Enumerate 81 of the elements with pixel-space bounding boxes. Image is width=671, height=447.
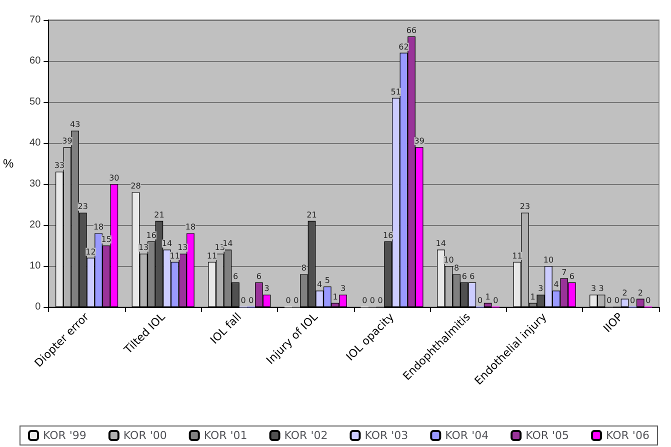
data-label: 21 [154, 210, 164, 220]
data-label: 0 [240, 296, 246, 305]
data-label: 6 [569, 272, 574, 281]
data-label: 13 [138, 243, 149, 252]
y-tick-label: 40 [30, 138, 42, 148]
data-label: 23 [520, 202, 530, 212]
data-label: 0 [294, 296, 299, 305]
data-label: 10 [543, 256, 554, 264]
data-label: 3 [538, 284, 544, 294]
y-tick-label: 30 [30, 178, 42, 190]
data-label: 51 [390, 87, 401, 96]
x-tick-label: IOL fall [208, 310, 244, 347]
data-label: 11 [170, 251, 180, 260]
data-label: 2 [638, 288, 643, 298]
legend-label: KOR '05 [526, 429, 570, 442]
data-label: 62 [398, 42, 409, 52]
data-label: 11 [512, 251, 522, 260]
data-label: 1 [332, 292, 338, 302]
data-label: 6 [470, 272, 475, 281]
data-label: 3 [264, 284, 270, 294]
data-label: 0 [630, 296, 636, 305]
data-label: 16 [146, 230, 156, 240]
legend-label: KOR '02 [284, 429, 328, 442]
data-label: 0 [286, 296, 291, 305]
data-label: 16 [382, 230, 394, 240]
data-label: 23 [78, 202, 88, 212]
legend-label: KOR '01 [204, 429, 248, 442]
legend-label: KOR '04 [445, 429, 489, 442]
data-label: 28 [130, 182, 141, 191]
data-label: 0 [370, 296, 375, 305]
data-label: 18 [93, 222, 104, 232]
data-label: 66 [406, 26, 417, 35]
data-label: 10 [444, 256, 454, 264]
data-label: 11 [206, 251, 218, 260]
data-label: 8 [301, 264, 307, 273]
data-label: 13 [178, 243, 188, 252]
data-label: 18 [185, 222, 196, 232]
data-label: 33 [54, 161, 65, 170]
data-label: 0 [248, 296, 254, 305]
data-label: 8 [454, 264, 460, 273]
data-label: 30 [109, 174, 120, 182]
y-tick-label: 0 [35, 302, 42, 312]
y-tick-label: 70 [30, 14, 42, 26]
data-label: 15 [101, 235, 112, 244]
legend-label: KOR '00 [123, 429, 167, 442]
data-label: 3 [598, 284, 604, 294]
data-label: 14 [222, 239, 233, 248]
y-tick-label: 50 [30, 96, 42, 108]
data-label: 14 [162, 239, 172, 248]
y-tick-label: 10 [30, 260, 42, 272]
data-label: 0 [362, 296, 368, 305]
data-label: 5 [324, 276, 330, 285]
y-axis-title: % [3, 156, 14, 170]
legend-label: KOR '03 [364, 429, 408, 442]
data-label: 43 [70, 120, 80, 130]
y-tick-label: 60 [30, 56, 42, 66]
legend-label: KOR '06 [606, 429, 650, 442]
data-label: 1 [530, 292, 536, 302]
data-label: 6 [256, 272, 262, 281]
data-label: 0 [477, 296, 483, 305]
data-label: 6 [232, 272, 238, 281]
data-label: 6 [462, 272, 467, 281]
data-label: 0 [614, 296, 620, 305]
data-label: 7 [562, 268, 567, 277]
data-label: 39 [414, 136, 424, 146]
data-label: 14 [436, 239, 446, 248]
data-label: 0 [646, 296, 651, 305]
y-tick-label: 20 [30, 220, 42, 230]
data-label: 0 [378, 296, 383, 305]
data-label: 1 [485, 292, 490, 302]
data-label: 4 [554, 280, 559, 290]
data-label: 2 [622, 288, 628, 298]
data-label: 12 [86, 247, 96, 256]
data-label: 0 [493, 296, 498, 305]
data-label: 39 [62, 136, 72, 146]
data-label: 4 [317, 280, 322, 290]
data-label: 3 [590, 284, 596, 294]
data-label: 3 [340, 284, 346, 294]
data-label: 0 [606, 296, 612, 305]
data-label: 21 [306, 210, 317, 220]
legend-label: KOR '99 [43, 429, 86, 442]
